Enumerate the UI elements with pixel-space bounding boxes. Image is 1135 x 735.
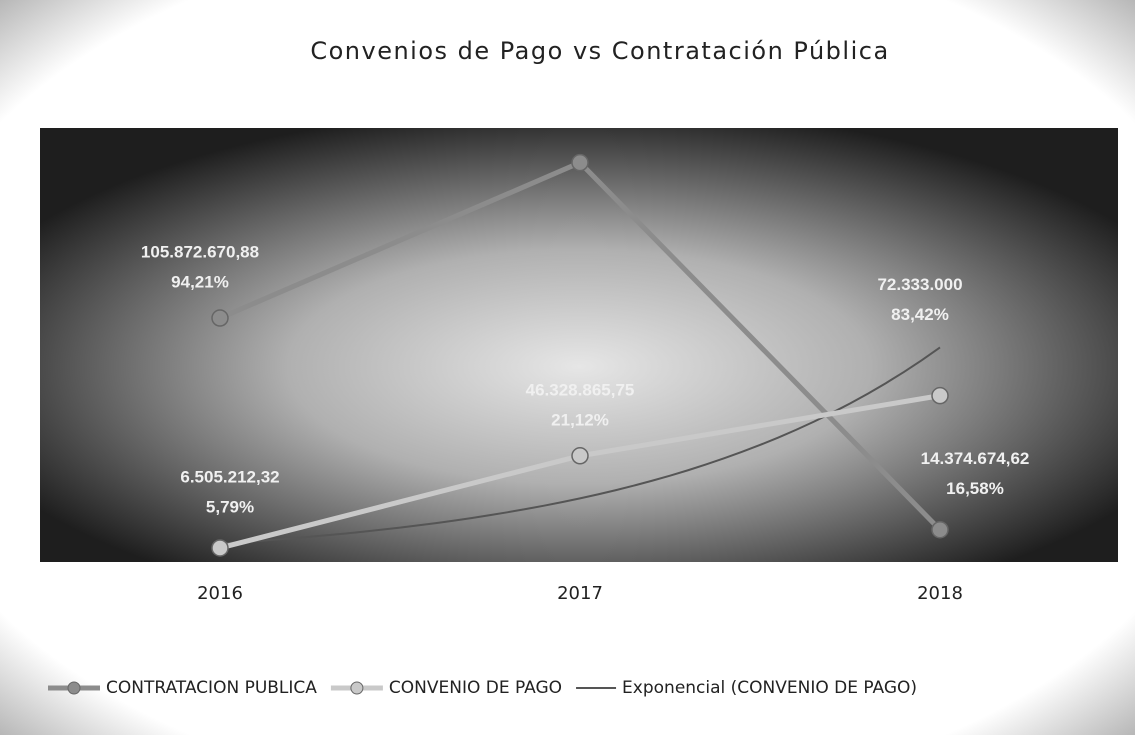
data-label-share: 83,42% [891,305,949,324]
data-point [571,447,589,465]
x-tick-label: 2017 [557,583,603,604]
data-point [931,386,949,405]
data-label: 14.374.674,62 [921,449,1030,468]
legend-label: CONVENIO DE PAGO [389,678,562,698]
plot-area [40,128,1118,562]
trendline [219,346,941,545]
legend-label: Exponencial (CONVENIO DE PAGO) [622,678,917,698]
legend-marker [67,681,81,695]
data-point [211,309,229,327]
legend-label: CONTRATACION PUBLICA [106,678,317,698]
chart-title: Convenios de Pago vs Contratación Públic… [310,37,889,65]
data-label: 6.505.212,32 [180,467,279,486]
data-label: 72.333.000 [877,275,962,294]
data-label-share: 5,79% [206,497,254,516]
data-point [571,153,589,172]
data-label-share: 21,12% [551,410,609,429]
data-label: 46.328.865,75 [526,380,635,399]
x-tick-label: 2018 [917,583,963,604]
legend-marker [350,681,364,695]
data-point [211,539,229,557]
data-label: 105.872.670,88 [141,243,259,262]
x-tick-label: 2016 [197,583,243,604]
data-point [931,520,949,539]
data-label-share: 16,58% [946,479,1004,498]
data-label-share: 94,21% [171,273,229,292]
